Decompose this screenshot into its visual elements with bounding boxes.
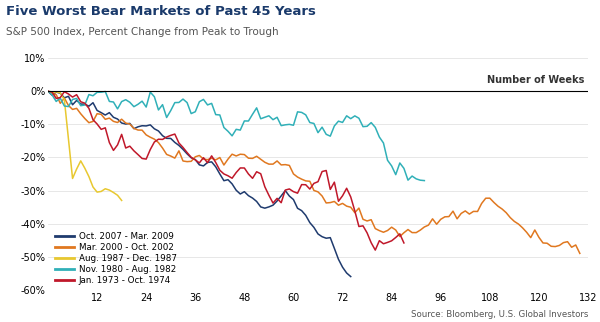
- Legend: Oct. 2007 - Mar. 2009, Mar. 2000 - Oct. 2002, Aug. 1987 - Dec. 1987, Nov. 1980 -: Oct. 2007 - Mar. 2009, Mar. 2000 - Oct. …: [55, 232, 176, 285]
- Text: S&P 500 Index, Percent Change from Peak to Trough: S&P 500 Index, Percent Change from Peak …: [6, 27, 278, 37]
- Text: Source: Bloomberg, U.S. Global Investors: Source: Bloomberg, U.S. Global Investors: [410, 310, 588, 319]
- Text: Number of Weeks: Number of Weeks: [487, 75, 584, 85]
- Text: Five Worst Bear Markets of Past 45 Years: Five Worst Bear Markets of Past 45 Years: [6, 5, 316, 18]
